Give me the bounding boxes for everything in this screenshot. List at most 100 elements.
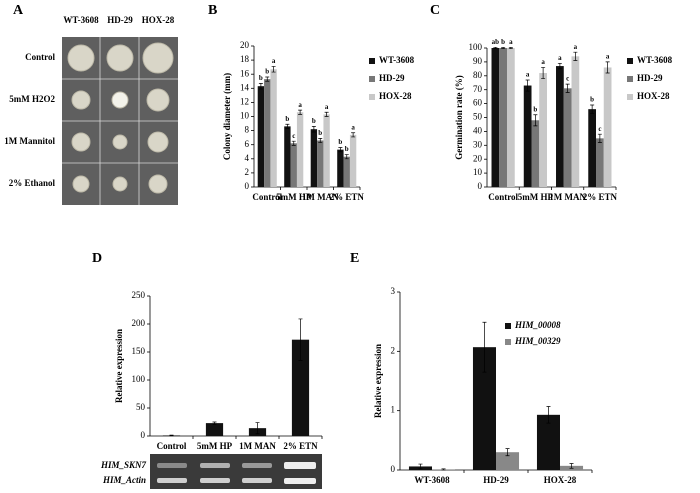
bar (317, 140, 324, 187)
x-tick-label: 5mM HP (518, 192, 554, 202)
y-tick-label: 0 (391, 464, 396, 474)
bar (323, 114, 330, 187)
x-tick-label: 1M MAN (302, 192, 339, 202)
gel-label: HIM_SKN7 (100, 460, 147, 470)
legend-label: HD-29 (379, 73, 405, 83)
x-tick-label: HOX-28 (544, 475, 577, 485)
y-tick-label: 250 (132, 290, 146, 300)
y-tick-label: 80 (473, 70, 483, 80)
significance-letter: ab (492, 38, 500, 46)
y-tick-label: 0 (141, 430, 146, 440)
bar (290, 143, 297, 187)
bar (536, 414, 560, 470)
y-tick-label: 2 (391, 345, 396, 355)
y-tick-label: 18 (240, 54, 250, 64)
error-bar (505, 448, 510, 457)
x-tick-label: 5mM HP (276, 192, 312, 202)
x-tick-label: 5mM HP (197, 441, 233, 451)
row-label: 2% Ethanol (9, 178, 56, 188)
bar (284, 126, 291, 187)
legend-label: WT-3608 (379, 55, 415, 65)
error-bar (508, 46, 513, 50)
error-bar (533, 114, 538, 127)
significance-letter: a (558, 54, 562, 62)
significance-letter: b (338, 138, 342, 146)
legend-swatch (627, 94, 633, 100)
error-bar (324, 111, 329, 117)
significance-letter: b (259, 74, 263, 82)
row-label: Control (25, 52, 55, 62)
y-tick-label: 150 (132, 346, 146, 356)
y-tick-label: 40 (473, 125, 483, 135)
error-bar (285, 123, 290, 129)
significance-letter: a (509, 38, 513, 46)
bar (596, 138, 604, 187)
bar (603, 67, 612, 187)
bar (563, 88, 572, 187)
y-tick-label: 4 (245, 153, 250, 163)
x-tick-label: 1M MAN (239, 441, 276, 451)
bar (310, 129, 318, 187)
legend-label: HOX-28 (637, 91, 670, 101)
error-bar (318, 138, 323, 143)
bar (556, 66, 564, 187)
error-bar (493, 46, 498, 50)
y-tick-label: 6 (245, 139, 250, 149)
significance-letter: a (574, 43, 578, 51)
y-tick-label: 70 (473, 84, 483, 94)
significance-letter: b (533, 105, 537, 113)
x-tick-label: HD-29 (483, 475, 509, 485)
error-bar (557, 62, 562, 70)
bar (496, 452, 520, 470)
x-tick-label: 2% ETN (283, 441, 318, 451)
error-bar (525, 79, 530, 92)
error-bar (541, 67, 546, 79)
y-axis-label: Colony diameter (mm) (222, 73, 232, 160)
significance-letter: a (541, 58, 545, 66)
error-bar (338, 147, 343, 153)
significance-letter: a (526, 71, 530, 79)
gel-label: HIM_Actin (102, 475, 146, 485)
significance-letter: a (298, 101, 302, 109)
significance-letter: b (501, 38, 505, 46)
error-bar (501, 46, 506, 50)
x-tick-label: 1M MAN (549, 192, 586, 202)
x-tick-label: Control (252, 192, 282, 202)
bar (571, 56, 580, 188)
x-tick-label: 2% ETN (330, 192, 365, 202)
panel-label: E (350, 251, 359, 266)
significance-letter: a (325, 103, 329, 111)
bar (523, 85, 532, 187)
significance-letter: c (566, 75, 569, 83)
panel-label: B (208, 3, 217, 18)
bar (205, 423, 224, 436)
legend-label: HIM_00008 (514, 320, 561, 330)
y-tick-label: 50 (136, 402, 146, 412)
error-bar (351, 132, 356, 138)
error-bar (298, 109, 303, 115)
bar (270, 69, 277, 187)
y-tick-label: 1 (391, 405, 396, 415)
column-label: HOX-28 (142, 15, 175, 25)
y-tick-label: 60 (473, 98, 483, 108)
significance-letter: b (265, 68, 269, 76)
y-tick-label: 20 (473, 153, 483, 163)
panel-label: D (92, 251, 102, 266)
error-bar (212, 421, 217, 425)
significance-letter: b (312, 117, 316, 125)
error-bar (590, 104, 595, 114)
bar (588, 109, 597, 187)
x-tick-label: Control (157, 441, 187, 451)
legend-swatch (369, 76, 375, 82)
y-tick-label: 8 (245, 125, 250, 135)
error-bar (482, 321, 487, 373)
error-bar (265, 76, 270, 82)
row-label: 5mM H2O2 (9, 94, 55, 104)
legend-label: HD-29 (637, 73, 663, 83)
significance-letter: a (606, 53, 610, 61)
y-tick-label: 100 (132, 374, 146, 384)
legend-swatch (369, 94, 375, 100)
error-bar (597, 133, 602, 143)
y-tick-label: 3 (391, 286, 396, 296)
error-bar (169, 434, 174, 437)
